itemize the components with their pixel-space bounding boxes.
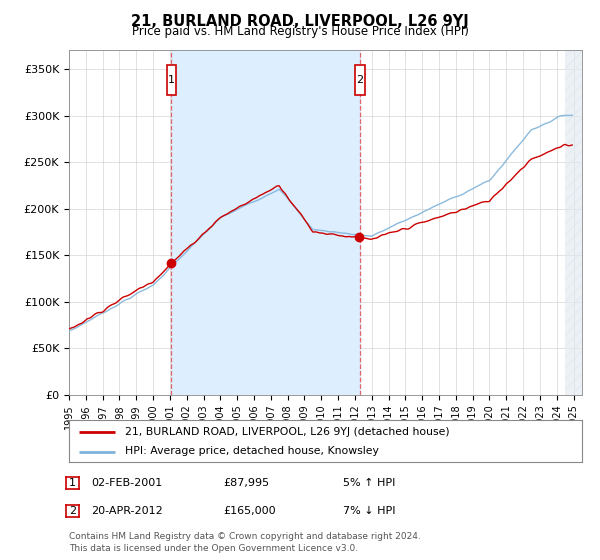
Bar xyxy=(167,66,176,95)
Text: Contains HM Land Registry data © Crown copyright and database right 2024.
This d: Contains HM Land Registry data © Crown c… xyxy=(69,533,421,553)
Text: 1: 1 xyxy=(69,478,76,488)
Text: £87,995: £87,995 xyxy=(223,478,269,488)
Text: 20-APR-2012: 20-APR-2012 xyxy=(91,506,163,516)
Bar xyxy=(171,50,360,395)
Bar xyxy=(565,50,582,395)
Text: 2: 2 xyxy=(356,75,364,85)
Text: 7% ↓ HPI: 7% ↓ HPI xyxy=(343,506,396,516)
Text: 02-FEB-2001: 02-FEB-2001 xyxy=(91,478,163,488)
Text: 2: 2 xyxy=(69,506,76,516)
Bar xyxy=(355,66,365,95)
Text: 1: 1 xyxy=(168,75,175,85)
Text: 5% ↑ HPI: 5% ↑ HPI xyxy=(343,478,395,488)
Text: £165,000: £165,000 xyxy=(223,506,276,516)
Text: 21, BURLAND ROAD, LIVERPOOL, L26 9YJ: 21, BURLAND ROAD, LIVERPOOL, L26 9YJ xyxy=(131,14,469,29)
Text: HPI: Average price, detached house, Knowsley: HPI: Average price, detached house, Know… xyxy=(125,446,379,456)
Text: 21, BURLAND ROAD, LIVERPOOL, L26 9YJ (detached house): 21, BURLAND ROAD, LIVERPOOL, L26 9YJ (de… xyxy=(125,427,450,437)
Text: Price paid vs. HM Land Registry's House Price Index (HPI): Price paid vs. HM Land Registry's House … xyxy=(131,25,469,38)
